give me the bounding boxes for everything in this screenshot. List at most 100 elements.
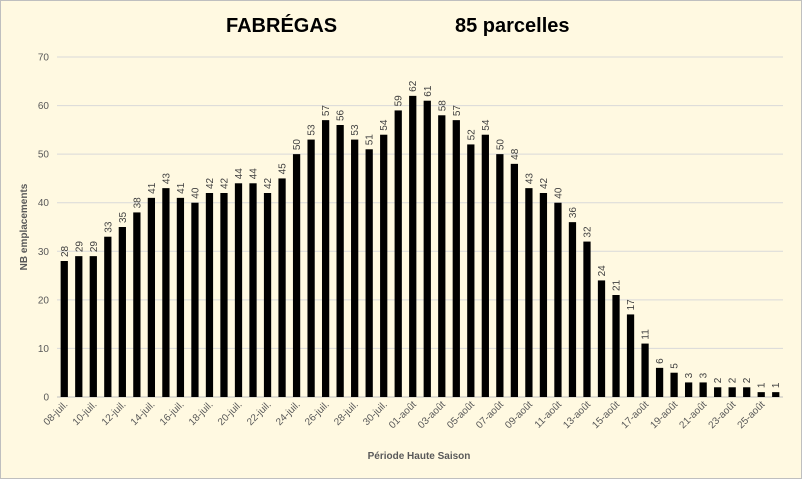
y-tick-label: 50 — [38, 150, 50, 161]
bar — [263, 193, 272, 397]
x-tick-label: 30-juil. — [361, 399, 390, 428]
bar — [568, 222, 577, 397]
bar — [626, 314, 635, 397]
data-label: 48 — [510, 148, 521, 160]
bar — [133, 212, 141, 397]
x-tick-label: 26-juil. — [303, 399, 332, 428]
x-tick-label: 14-juil. — [129, 399, 158, 428]
data-label: 41 — [176, 182, 187, 194]
data-label: 38 — [132, 197, 143, 209]
y-tick-label: 10 — [38, 344, 50, 355]
bar — [714, 387, 722, 397]
data-label: 29 — [74, 241, 85, 253]
bar — [278, 178, 286, 397]
x-tick-label: 20-juil. — [216, 399, 245, 428]
data-label: 41 — [147, 182, 158, 194]
bar — [162, 188, 170, 397]
x-tick-label: 25-août — [736, 399, 768, 431]
x-tick-label: 05-août — [445, 399, 477, 431]
data-label: 1 — [771, 382, 782, 388]
bar — [525, 188, 533, 397]
bar — [452, 120, 460, 398]
data-label: 2 — [742, 377, 753, 383]
data-label: 50 — [495, 139, 506, 151]
bar — [292, 154, 301, 397]
bar — [307, 139, 315, 398]
x-tick-label: 23-août — [707, 399, 739, 431]
x-tick-label: 17-août — [619, 399, 651, 431]
bar — [684, 382, 693, 397]
data-label: 43 — [161, 173, 172, 185]
y-tick-label: 40 — [38, 198, 50, 209]
bar — [394, 110, 402, 397]
y-tick-label: 20 — [38, 295, 50, 306]
bar — [583, 241, 591, 397]
data-label: 40 — [190, 187, 201, 199]
data-label: 3 — [684, 372, 695, 378]
data-label: 57 — [452, 105, 463, 117]
data-label: 11 — [641, 329, 652, 340]
bar — [481, 134, 489, 397]
x-tick-label: 28-juil. — [332, 399, 361, 428]
x-tick-label: 09-août — [503, 399, 535, 431]
x-tick-label: 13-août — [561, 399, 593, 431]
bar — [409, 95, 417, 397]
bar — [655, 367, 664, 397]
bar — [321, 120, 330, 398]
bar — [728, 387, 736, 397]
x-tick-label: 24-juil. — [274, 399, 303, 428]
data-label: 53 — [307, 124, 318, 136]
data-label: 2 — [713, 377, 724, 383]
data-label: 43 — [524, 173, 535, 185]
x-tick-label: 12-juil. — [100, 399, 129, 428]
data-label: 40 — [553, 187, 564, 199]
bar — [191, 202, 199, 397]
bar — [89, 256, 97, 397]
data-label: 36 — [568, 207, 579, 219]
bar — [249, 183, 257, 397]
bar — [220, 193, 228, 397]
data-label: 53 — [350, 124, 361, 136]
data-label: 58 — [437, 100, 448, 112]
bar — [104, 236, 112, 397]
data-label: 21 — [612, 279, 623, 291]
data-label: 52 — [466, 129, 477, 141]
bar — [438, 115, 446, 398]
x-tick-label: 16-juil. — [158, 399, 187, 428]
x-tick-label: 10-juil. — [71, 399, 100, 428]
data-label: 56 — [336, 109, 347, 121]
data-label: 45 — [278, 163, 289, 175]
bar — [743, 387, 751, 397]
data-label: 1 — [757, 382, 768, 388]
data-label: 42 — [205, 177, 216, 189]
x-tick-label: 07-août — [474, 399, 506, 431]
chart-subtitle: 85 parcelles — [455, 15, 570, 37]
data-label: 54 — [481, 119, 492, 131]
data-label: 51 — [365, 134, 376, 146]
bar — [365, 149, 373, 397]
bar — [60, 261, 68, 397]
bar — [423, 100, 431, 397]
data-label: 59 — [394, 95, 405, 107]
data-label: 3 — [699, 372, 710, 378]
data-label: 44 — [234, 168, 245, 180]
y-tick-label: 70 — [38, 53, 50, 64]
x-axis-ticks: 08-juil. 10-juil. 12-juil. 14-juil. 16-juil.… — [42, 399, 768, 431]
y-axis-ticks: 0 10 20 30 40 50 60 70 — [38, 53, 50, 404]
data-label: 5 — [670, 363, 681, 369]
data-label: 54 — [379, 119, 390, 131]
bar — [612, 295, 620, 397]
x-tick-label: 22-juil. — [245, 399, 274, 428]
x-tick-label: 03-août — [416, 399, 448, 431]
x-tick-label: 15-août — [590, 399, 622, 431]
y-tick-label: 30 — [38, 247, 50, 258]
bar — [539, 193, 548, 397]
data-label: 33 — [103, 221, 114, 233]
x-tick-label: 11-août — [533, 399, 564, 430]
data-label: 62 — [408, 80, 419, 92]
chart-title: FABRÉGAS — [226, 15, 338, 37]
bar — [234, 183, 243, 397]
